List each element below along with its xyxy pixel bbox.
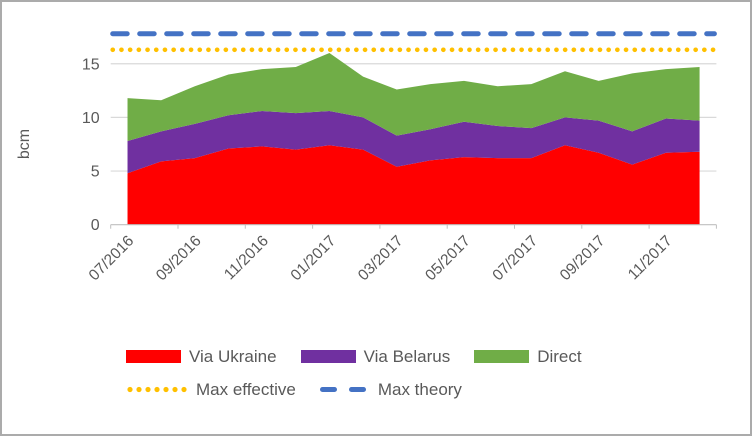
max-theory-dashed-marker	[319, 380, 370, 398]
legend-item-direct: Direct	[474, 347, 582, 366]
y-tick-label: 5	[91, 164, 100, 181]
legend-label-max-effective: Max effective	[196, 379, 296, 399]
via-belarus-swatch	[300, 350, 356, 363]
via-ukraine-swatch	[126, 350, 181, 363]
legend-item-max-effective: Max effective	[126, 380, 296, 398]
x-tick-label: 01/2017	[288, 233, 340, 285]
x-tick-label: 09/2016	[153, 233, 205, 285]
legend-row-areas: Via Ukraine Via Belarus Direct	[126, 348, 582, 365]
x-tick-label: 11/2016	[221, 233, 272, 284]
x-tick-label: 05/2017	[422, 233, 474, 285]
chart-canvas: 0 5 10 15 07/2016 09/2016 11/2016 01/2017 03/201…	[16, 31, 717, 285]
y-tick-label: 10	[82, 110, 100, 127]
x-tick-label: 11/2017	[625, 233, 676, 284]
legend-item-max-theory: Max theory	[319, 379, 462, 399]
x-tick-label: 03/2017	[355, 233, 407, 285]
area-direct	[127, 53, 700, 142]
legend-item-via-belarus: Via Belarus	[300, 347, 451, 366]
legend-label-via-ukraine: Via Ukraine	[189, 347, 277, 366]
max-effective-dotted-marker	[126, 380, 188, 398]
chart-legend: Via Ukraine Via Belarus Direct	[126, 348, 582, 398]
y-axis-title: bcm	[16, 129, 33, 159]
direct-swatch	[474, 350, 530, 363]
legend-label-max-theory: Max theory	[377, 379, 462, 399]
legend-item-via-ukraine: Via Ukraine	[126, 348, 277, 365]
y-tick-label: 15	[82, 56, 100, 73]
x-tick-label: 07/2016	[86, 233, 138, 285]
legend-label-via-belarus: Via Belarus	[363, 347, 451, 366]
area-via-belarus	[127, 110, 700, 174]
legend-label-direct: Direct	[537, 347, 582, 366]
x-tick-label: 09/2017	[557, 233, 609, 285]
x-tick-label: 07/2017	[490, 233, 542, 285]
legend-row-lines: Max effective Max theory	[126, 380, 582, 398]
y-tick-label: 0	[91, 217, 100, 234]
area-via-ukraine	[127, 145, 700, 225]
